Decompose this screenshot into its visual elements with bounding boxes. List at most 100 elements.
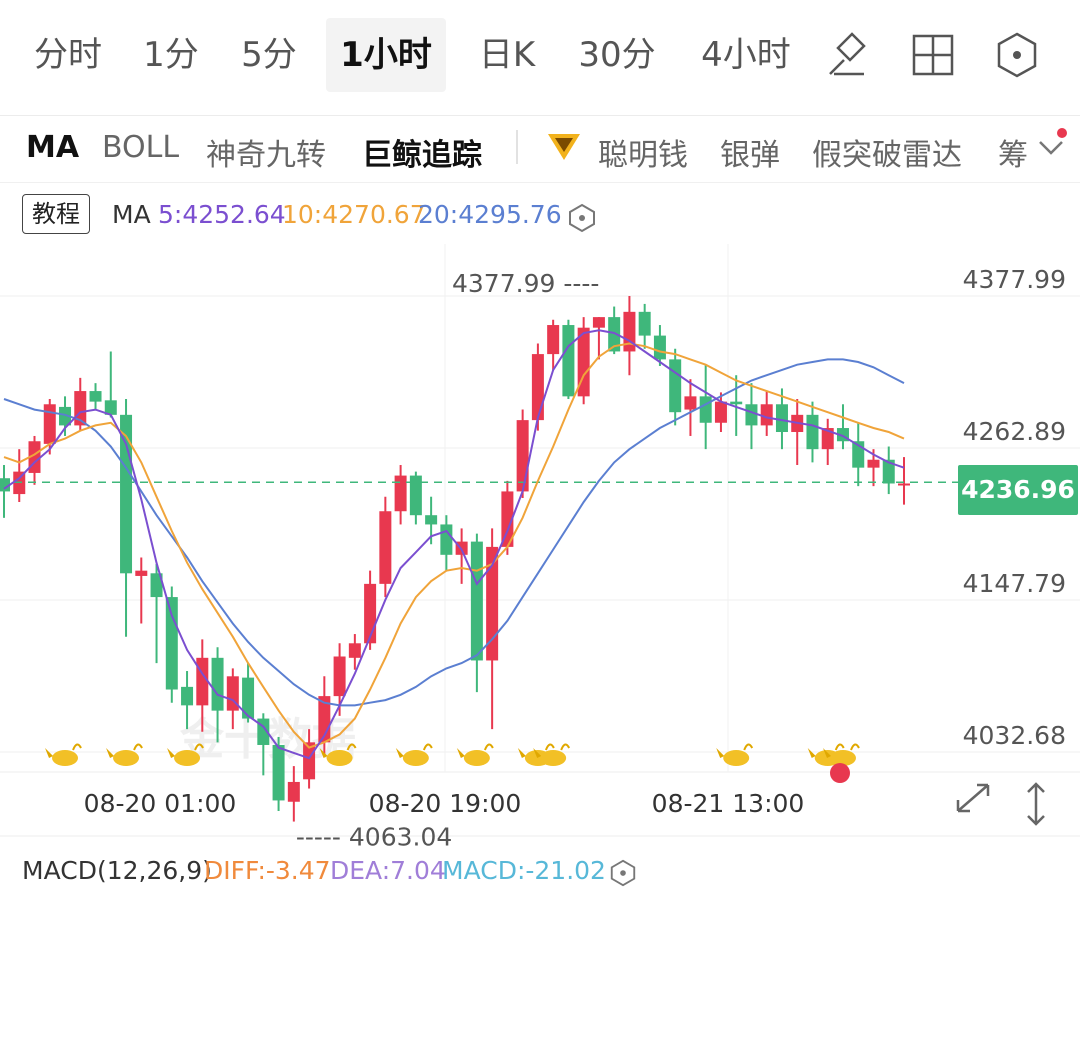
candle-body bbox=[699, 396, 712, 423]
candle-body bbox=[120, 414, 133, 574]
candle-body bbox=[409, 475, 422, 516]
whale-icon bbox=[319, 743, 357, 766]
notification-dot bbox=[1057, 128, 1067, 138]
candle-body bbox=[745, 404, 758, 426]
candle-body bbox=[638, 311, 651, 336]
candle-body bbox=[867, 459, 880, 468]
candle-body bbox=[806, 414, 819, 450]
low-price-marker: ----- 4063.04 bbox=[296, 823, 452, 850]
indicator-whale[interactable]: 巨鲸追踪 bbox=[362, 138, 482, 173]
indicator-bar: MA BOLL 神奇九转 巨鲸追踪 聪明钱 银弹 假突破雷达 筹 bbox=[0, 116, 1080, 183]
tab-fenshi[interactable]: 分时 bbox=[34, 35, 102, 75]
candle-body bbox=[59, 406, 72, 426]
indicator-silver-bullet[interactable]: 银弹 bbox=[720, 138, 780, 173]
candle-body bbox=[196, 657, 209, 706]
whale-icon bbox=[167, 743, 204, 766]
time-axis: 08-20 01:00 08-20 19:00 08-21 13:00 bbox=[84, 789, 805, 818]
indicator-boll[interactable]: BOLL bbox=[102, 130, 180, 165]
candle-body bbox=[43, 404, 56, 444]
candle-body bbox=[547, 325, 560, 355]
candle-body bbox=[89, 391, 102, 402]
ma-legend: 教程 MA 5:4252.64 10:4270.67 20:4295.76 bbox=[0, 188, 1080, 244]
tab-4hour[interactable]: 4小时 bbox=[701, 35, 791, 75]
candle-body bbox=[470, 541, 483, 661]
chevron-down-icon[interactable] bbox=[1036, 138, 1066, 158]
whale-icon bbox=[395, 743, 433, 766]
candle-body bbox=[608, 317, 621, 352]
candle-body bbox=[181, 686, 194, 706]
candle-body bbox=[272, 744, 285, 801]
indicator-fake-breakout[interactable]: 假突破雷达 bbox=[812, 138, 962, 173]
candle-body bbox=[821, 428, 834, 450]
timeframe-bar: 分时 1分 5分 1小时 日K 30分 4小时 bbox=[0, 0, 1080, 116]
candle-body bbox=[882, 459, 895, 484]
candle-body bbox=[165, 597, 178, 690]
candle-body bbox=[669, 359, 682, 413]
price-tick-label: 4147.79 bbox=[963, 569, 1066, 598]
whale-icon bbox=[716, 743, 754, 766]
indicator-chips[interactable]: 筹 bbox=[998, 138, 1028, 173]
candle-body bbox=[303, 742, 316, 780]
candle-body bbox=[486, 546, 499, 661]
ma-title: MA bbox=[112, 200, 151, 229]
price-chart[interactable]: 金十数据 4377.99 --------- 4063.04 4377.9942… bbox=[0, 244, 1080, 850]
ma5-line bbox=[3, 329, 905, 760]
ma5-value: 5:4252.64 bbox=[158, 200, 286, 229]
candle-body bbox=[898, 483, 910, 486]
current-price-label: 4236.96 bbox=[958, 465, 1078, 515]
indicator-smart-money[interactable]: 聪明钱 bbox=[598, 138, 688, 173]
candle-body bbox=[150, 573, 163, 598]
time-tick-label: 08-20 01:00 bbox=[84, 789, 237, 818]
ma20-line bbox=[3, 358, 905, 707]
time-tick-label: 08-20 19:00 bbox=[369, 789, 522, 818]
indicator-ma[interactable]: MA bbox=[26, 130, 80, 165]
macd-title: MACD(12,26,9) bbox=[22, 856, 212, 885]
candle-body bbox=[287, 781, 300, 802]
expand-icon[interactable] bbox=[956, 783, 990, 813]
macd-value: MACD:-21.02 bbox=[442, 856, 606, 885]
ma-settings-icon[interactable] bbox=[566, 202, 598, 234]
candle-body bbox=[531, 354, 544, 421]
price-tick-label: 4377.99 bbox=[963, 265, 1066, 294]
macd-diff: DIFF:-3.47 bbox=[204, 856, 331, 885]
tab-30min[interactable]: 30分 bbox=[578, 35, 656, 75]
macd-dea: DEA:7.04 bbox=[330, 856, 446, 885]
candle-body bbox=[760, 404, 773, 426]
whale-markers bbox=[45, 743, 860, 783]
candle-body bbox=[425, 515, 438, 525]
candle-body bbox=[562, 325, 575, 397]
diamond-icon bbox=[548, 134, 580, 160]
tab-5min[interactable]: 5分 bbox=[241, 35, 297, 75]
candle-body bbox=[379, 511, 392, 584]
tab-1min[interactable]: 1分 bbox=[143, 35, 199, 75]
candle-body bbox=[592, 317, 605, 328]
macd-legend: MACD(12,26,9) DIFF:-3.47 DEA:7.04 MACD:-… bbox=[0, 850, 960, 894]
draw-tool-icon[interactable] bbox=[824, 30, 874, 80]
macd-settings-icon[interactable] bbox=[608, 858, 638, 888]
whale-icon bbox=[45, 743, 82, 766]
event-dot bbox=[830, 763, 850, 783]
time-tick-label: 08-21 13:00 bbox=[652, 789, 805, 818]
candle-body bbox=[730, 401, 743, 405]
tab-1hour[interactable]: 1小时 bbox=[326, 18, 446, 92]
indicator-magic9[interactable]: 神奇九转 bbox=[206, 138, 326, 173]
chart-grid bbox=[0, 244, 1080, 837]
grid-layout-icon[interactable] bbox=[908, 30, 958, 80]
candle-body bbox=[0, 478, 10, 492]
ma10-value: 10:4270.67 bbox=[282, 200, 426, 229]
candle-body bbox=[623, 311, 636, 352]
settings-hex-icon[interactable] bbox=[992, 30, 1042, 80]
whale-icon bbox=[533, 743, 571, 766]
tab-daily[interactable]: 日K bbox=[478, 35, 536, 75]
candle-body bbox=[653, 335, 666, 360]
tutorial-button[interactable]: 教程 bbox=[22, 194, 90, 234]
candle-body bbox=[211, 657, 224, 711]
whale-icon bbox=[106, 743, 143, 766]
candle-body bbox=[242, 677, 255, 719]
price-tick-label: 4262.89 bbox=[963, 417, 1066, 446]
whale-icon bbox=[822, 743, 860, 766]
divider bbox=[516, 130, 518, 164]
vertical-resize-icon[interactable] bbox=[1027, 782, 1045, 826]
candle-body bbox=[135, 570, 148, 576]
price-tick-label: 4032.68 bbox=[963, 721, 1066, 750]
